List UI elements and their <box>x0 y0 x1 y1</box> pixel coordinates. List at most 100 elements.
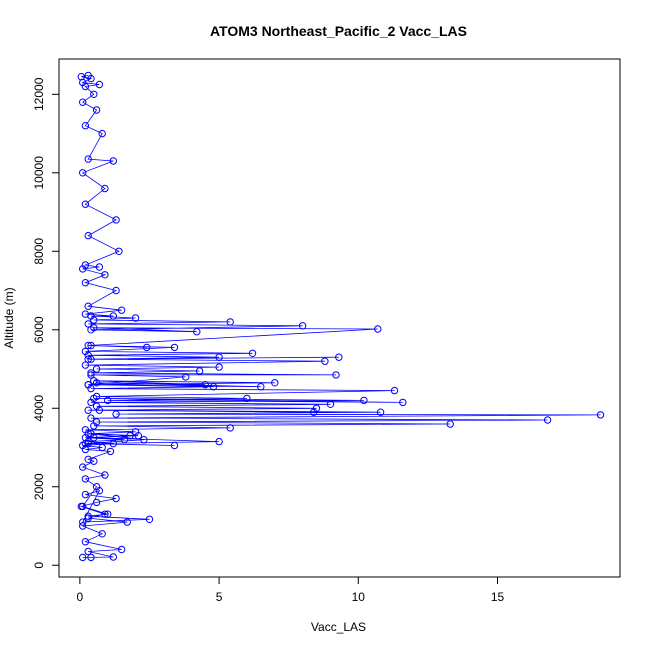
data-point-119 <box>115 247 123 256</box>
data-point-50 <box>92 418 101 426</box>
data-point-43 <box>126 432 134 440</box>
data-point-99 <box>374 325 382 333</box>
data-point-128 <box>81 122 90 130</box>
series-layer <box>77 71 605 562</box>
data-point-21 <box>92 483 101 491</box>
data-point-58 <box>84 406 92 414</box>
data-point-54 <box>112 410 120 418</box>
data-point-78 <box>84 381 92 389</box>
data-point-5 <box>81 538 90 546</box>
data-point-83 <box>195 367 204 375</box>
data-point-0 <box>79 553 87 562</box>
data-point-31 <box>109 439 118 448</box>
data-point-12 <box>92 498 101 507</box>
data-point-60 <box>92 402 101 410</box>
data-point-114 <box>81 279 90 287</box>
y-tick-label-0: 0 <box>32 562 46 569</box>
data-point-40 <box>84 439 92 448</box>
data-point-27 <box>106 447 115 456</box>
x-axis: 0 5 10 15 <box>77 576 505 604</box>
data-point-2 <box>109 553 118 561</box>
data-point-86 <box>81 361 90 369</box>
data-point-113 <box>112 286 120 295</box>
data-point-104 <box>84 320 92 328</box>
data-point-7 <box>79 522 87 530</box>
data-point-13 <box>112 494 120 503</box>
data-point-84 <box>92 365 101 373</box>
data-point-19 <box>104 510 112 518</box>
y-axis-label: Altitude (m) <box>2 287 16 348</box>
data-point-112 <box>84 302 92 310</box>
data-point-137 <box>84 71 92 80</box>
data-point-33 <box>120 436 129 444</box>
data-point-96 <box>87 341 95 350</box>
y-tick-label-4: 8000 <box>32 238 46 265</box>
data-point-71 <box>209 383 218 391</box>
data-point-49 <box>446 420 454 428</box>
series-line-0 <box>79 75 601 558</box>
data-point-38 <box>81 439 90 448</box>
data-point-77 <box>257 383 265 391</box>
y-axis: 0 2000 4000 6000 8000 10000 12000 <box>32 77 60 569</box>
data-point-45 <box>131 428 140 436</box>
data-point-103 <box>298 322 307 330</box>
data-point-87 <box>321 357 329 365</box>
data-point-126 <box>84 155 92 163</box>
data-point-23 <box>101 471 109 479</box>
data-point-17 <box>145 515 154 523</box>
data-point-81 <box>332 371 340 379</box>
data-point-24 <box>79 463 87 471</box>
data-point-18 <box>84 512 92 520</box>
data-point-39 <box>170 441 179 450</box>
data-point-82 <box>87 369 95 377</box>
data-point-75 <box>201 381 209 389</box>
data-point-8 <box>123 518 131 526</box>
data-point-79 <box>182 373 190 381</box>
data-point-1 <box>87 553 95 562</box>
data-point-131 <box>90 90 98 99</box>
data-point-59 <box>312 404 321 412</box>
data-point-107 <box>131 314 140 322</box>
data-point-102 <box>87 326 95 334</box>
chart-title: ATOM3 Northeast_Pacific_2 Vacc_LAS <box>210 23 467 39</box>
data-point-4 <box>117 545 126 554</box>
data-point-115 <box>101 271 109 279</box>
data-point-94 <box>81 347 90 356</box>
data-point-95 <box>170 343 179 352</box>
data-point-42 <box>90 434 98 442</box>
data-point-123 <box>101 184 109 193</box>
data-point-55 <box>376 408 385 416</box>
data-point-90 <box>84 355 92 363</box>
data-point-53 <box>596 411 605 419</box>
data-point-52 <box>87 414 95 422</box>
data-point-89 <box>335 353 343 361</box>
data-point-68 <box>92 392 101 401</box>
data-point-98 <box>84 341 92 350</box>
data-point-109 <box>109 312 118 320</box>
data-point-93 <box>248 349 257 357</box>
x-tick-label-1: 5 <box>216 590 223 604</box>
data-point-22 <box>81 475 90 483</box>
data-point-65 <box>399 398 407 407</box>
data-point-117 <box>95 263 104 271</box>
data-point-73 <box>271 379 279 387</box>
x-tick-label-3: 15 <box>491 590 505 604</box>
data-point-130 <box>79 98 87 106</box>
data-point-61 <box>326 400 335 408</box>
data-point-110 <box>81 310 90 318</box>
data-point-136 <box>77 73 86 81</box>
y-tick-label-3: 6000 <box>32 316 46 343</box>
data-point-120 <box>84 231 92 240</box>
data-point-122 <box>81 200 90 208</box>
data-point-10 <box>101 510 109 518</box>
data-point-133 <box>95 80 104 89</box>
y-tick-label-6: 12000 <box>32 77 46 111</box>
data-point-29 <box>98 443 106 452</box>
data-point-14 <box>81 490 90 499</box>
data-point-6 <box>98 530 106 538</box>
data-point-47 <box>226 424 234 432</box>
data-point-80 <box>87 371 95 379</box>
y-tick-label-5: 10000 <box>32 156 46 190</box>
data-point-111 <box>117 306 126 314</box>
x-tick-label-2: 10 <box>352 590 366 604</box>
